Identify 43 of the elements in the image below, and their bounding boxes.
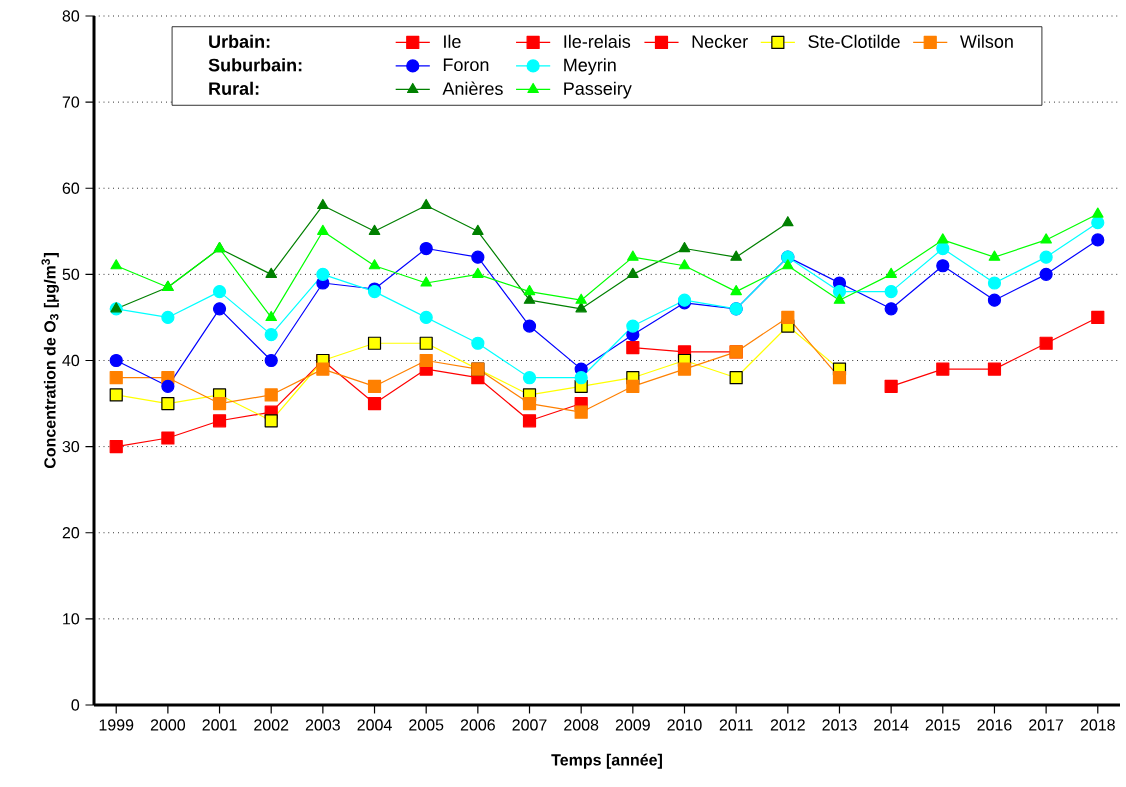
legend-label: Passeiry (564, 81, 632, 99)
annotation: Suburbain: (208, 58, 302, 72)
x-axis-title: Temps [année] (551, 753, 662, 769)
x-tick-label: 2006 (460, 719, 495, 731)
y-tick-label: 50 (62, 268, 80, 281)
legend-label: Anières (442, 81, 503, 96)
x-tick-label: 2000 (150, 719, 186, 731)
x-tick-label: 2011 (719, 719, 753, 731)
x-tick-label: 2018 (1080, 719, 1115, 731)
legend-label: Ile-relais (564, 34, 631, 48)
x-tick-label: 2007 (512, 719, 547, 731)
y-tick-label: 30 (62, 440, 80, 453)
legend-label: Ile (444, 34, 461, 48)
annotation: Urbain: (209, 34, 270, 48)
y-tick-label: 20 (62, 527, 80, 539)
x-tick-label: 2003 (305, 719, 340, 731)
x-tick-label: 2014 (874, 719, 909, 731)
x-tick-label: 2009 (615, 719, 650, 731)
x-tick-label: 2013 (822, 719, 857, 731)
y-tick-label: 0 (71, 699, 80, 711)
y-tick-label: 80 (62, 10, 80, 22)
x-tick-label: 2016 (977, 719, 1012, 731)
y-tick-label: 10 (63, 613, 80, 625)
x-tick-label: 2001 (202, 719, 237, 731)
x-tick-label: 1999 (99, 719, 134, 731)
legend-label: Meyrin (564, 58, 616, 75)
annotation: Rural: (209, 81, 259, 95)
x-tick-label: 2012 (770, 719, 805, 731)
x-tick-label: 2010 (667, 719, 702, 731)
x-tick-label: 2015 (925, 719, 960, 731)
legend-label: Ste-Clotilde (808, 34, 900, 48)
y-tick-label: 60 (62, 182, 80, 194)
y-tick-label: 40 (62, 354, 80, 367)
x-tick-label: 2005 (409, 719, 444, 731)
legend-label: Wilson (959, 34, 1013, 48)
x-tick-label: 2008 (564, 719, 599, 731)
x-tick-label: 2017 (1029, 719, 1064, 731)
legend-label: Necker (692, 34, 748, 48)
legend-label: Foron (443, 58, 489, 72)
x-tick-label: 2004 (357, 719, 392, 731)
y-tick-label: 70 (62, 96, 80, 108)
x-tick-label: 2002 (254, 719, 289, 731)
y-axis-title: Concentration de O$_{3}$ [µg/m$^{3}$] (41, 253, 59, 469)
